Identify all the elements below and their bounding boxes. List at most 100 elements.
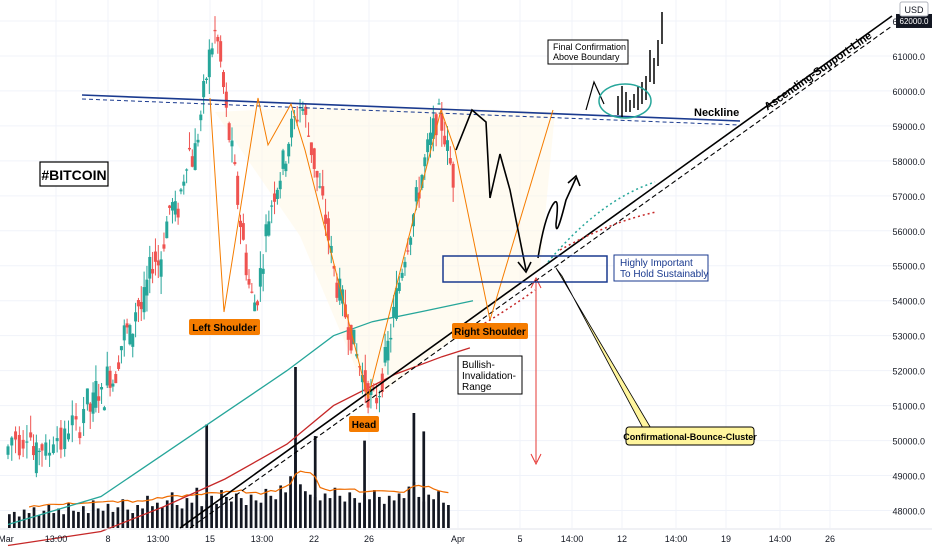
candle-body	[366, 383, 370, 408]
time-axis: Mar 13:00 8 13:00 15 13:00 22 26 Apr 5 14:00 12 14:0…	[0, 534, 835, 544]
price-tick-label: 61000.0	[892, 52, 925, 62]
volume-bar	[353, 498, 357, 528]
candle-body	[168, 205, 172, 208]
candle-body	[386, 340, 390, 361]
volume-bar	[427, 494, 431, 528]
candle-body	[284, 163, 288, 172]
candle-body	[182, 181, 186, 186]
volume-spike-bar	[294, 367, 297, 528]
volume-bar	[254, 500, 258, 528]
candle-body	[25, 441, 29, 443]
candle-body	[70, 415, 74, 426]
highly-important-box	[442, 255, 608, 283]
volume-bars	[8, 367, 450, 528]
volume-spike-bar	[313, 436, 317, 528]
candle-body	[377, 396, 381, 398]
candle-body	[193, 143, 197, 170]
volume-bar	[195, 487, 199, 528]
price-tick-label: 52000.0	[892, 367, 925, 377]
volume-bar	[259, 502, 263, 528]
volume-bar	[126, 509, 130, 528]
candle-body	[187, 147, 191, 150]
candle-body	[363, 370, 367, 392]
candle-body	[270, 205, 274, 207]
candle-body	[111, 383, 115, 387]
right-shoulder-label: Right Shoulder	[454, 327, 526, 338]
candle-body	[202, 81, 206, 98]
candle-body	[321, 186, 325, 196]
volume-bar	[72, 510, 75, 528]
candle-body	[281, 150, 285, 169]
final-confirmation-arrow	[585, 80, 605, 111]
candle-body	[315, 170, 319, 178]
current-price-tag: 62000.0	[900, 17, 929, 26]
time-tick-label: 5	[517, 534, 522, 544]
volume-bar	[323, 493, 327, 528]
candle-body	[29, 432, 33, 438]
volume-bar	[368, 499, 371, 528]
candle-body	[6, 446, 10, 455]
candle-body	[230, 140, 234, 147]
candle-body	[136, 300, 140, 307]
volume-bar	[274, 499, 278, 528]
candle-body	[114, 374, 118, 384]
volume-bar	[269, 495, 273, 528]
candle-body	[221, 72, 225, 88]
candle-body	[392, 306, 396, 317]
volume-bar	[57, 508, 61, 528]
volume-bar	[185, 498, 189, 528]
volume-bar	[156, 502, 159, 528]
time-tick-label: 14:00	[769, 534, 792, 544]
volume-bar	[338, 495, 342, 528]
candle-body	[290, 118, 294, 138]
candle-body	[125, 323, 129, 328]
candle-body	[94, 381, 98, 408]
volume-bar	[407, 486, 411, 528]
volume-bar	[318, 500, 322, 528]
candle-body	[185, 169, 189, 171]
candle-body	[239, 220, 243, 228]
candle-body	[159, 259, 163, 277]
candle-body	[414, 187, 418, 202]
volume-bar	[432, 499, 435, 528]
volume-bar	[333, 487, 337, 528]
price-tick-label: 48000.0	[892, 507, 925, 517]
price-tick-label: 60000.0	[892, 87, 925, 97]
volume-bar	[37, 515, 41, 528]
candle-body	[219, 41, 223, 62]
volume-bar	[27, 513, 31, 528]
candle-body	[267, 221, 271, 236]
candle-body	[40, 444, 44, 451]
candle-body	[241, 223, 245, 240]
volume-bar	[437, 491, 440, 528]
candle-body	[394, 288, 398, 319]
candle-body	[247, 279, 251, 285]
time-tick-label: 26	[364, 534, 374, 544]
candle-body	[122, 325, 126, 341]
candle-body	[397, 282, 401, 291]
candle-body	[360, 374, 364, 383]
candle-body	[448, 158, 452, 164]
candle-body	[256, 301, 260, 306]
volume-bar	[160, 507, 164, 528]
candle-body	[21, 439, 25, 449]
highly-important-label-box	[613, 254, 709, 282]
candle-body	[210, 48, 214, 55]
final-confirmation-line-1: Final Confirmation	[553, 42, 626, 52]
volume-bar	[382, 503, 386, 528]
volume-bar	[175, 505, 179, 528]
candle-body	[292, 116, 296, 118]
candle-body	[332, 266, 336, 269]
price-tick-label: 55000.0	[892, 262, 925, 272]
volume-bar	[328, 498, 332, 528]
candle-body	[278, 180, 282, 190]
volume-bar	[220, 490, 223, 528]
head-tag	[349, 416, 379, 432]
candle-body	[165, 221, 169, 239]
projection-red-dotted-upper	[559, 211, 657, 251]
volume-bar	[308, 494, 312, 528]
candle-body	[250, 291, 254, 293]
volume-bar	[8, 514, 11, 528]
pattern-fill-area	[215, 108, 555, 402]
candle-body	[307, 135, 311, 137]
